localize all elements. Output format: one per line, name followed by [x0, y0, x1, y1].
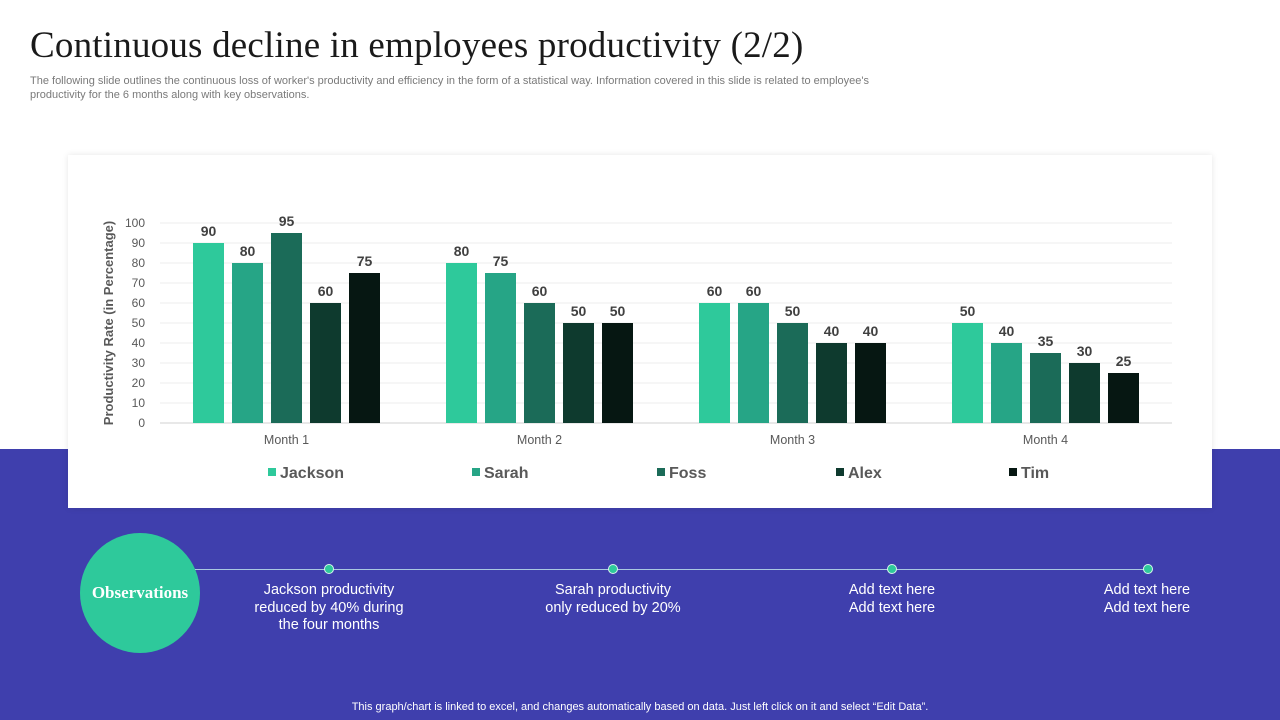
observations-badge: Observations [80, 533, 200, 653]
page-title: Continuous decline in employees producti… [30, 25, 804, 66]
bar [349, 273, 380, 423]
bar-value-label: 50 [960, 303, 976, 319]
x-tick-label: Month 2 [517, 433, 562, 447]
legend-swatch [268, 468, 276, 476]
bar [1069, 363, 1100, 423]
bar [777, 323, 808, 423]
observations-timeline [195, 569, 1150, 570]
bar-value-label: 50 [610, 303, 626, 319]
bar-value-label: 80 [454, 243, 470, 259]
y-tick-label: 60 [132, 296, 146, 310]
bar [738, 303, 769, 423]
legend-label: Alex [848, 465, 882, 482]
productivity-bar-chart[interactable]: 0 10 20 30 40 50 60 70 80 90 100 Productivity Rate … [68, 155, 1212, 508]
observation-text-4: Add text here Add text here [1103, 582, 1191, 616]
observation-text-1: Jackson productivity reduced by 40% duri… [254, 582, 404, 633]
observation-text-2: Sarah productivity only reduced by 20% [545, 582, 681, 616]
y-tick-label: 20 [132, 376, 146, 390]
bar-value-label: 40 [824, 323, 840, 339]
bar-value-label: 80 [240, 243, 256, 259]
bar-value-label: 25 [1116, 353, 1132, 369]
y-axis-title: Productivity Rate (in Percentage) [101, 221, 116, 425]
bar [816, 343, 847, 423]
y-tick-label: 70 [132, 276, 146, 290]
bar-value-label: 60 [532, 283, 548, 299]
x-tick-label: Month 1 [264, 433, 309, 447]
x-tick-label: Month 3 [770, 433, 815, 447]
legend-swatch [657, 468, 665, 476]
y-tick-label: 100 [125, 216, 145, 230]
bar [602, 323, 633, 423]
observation-text-3: Add text here Add text here [848, 582, 936, 616]
bar [310, 303, 341, 423]
bar [952, 323, 983, 423]
y-tick-label: 50 [132, 316, 146, 330]
bar-value-label: 40 [999, 323, 1015, 339]
legend-label: Foss [669, 465, 706, 482]
legend-swatch [1009, 468, 1017, 476]
legend-label: Sarah [484, 465, 528, 482]
legend-swatch [836, 468, 844, 476]
bar-value-label: 95 [279, 213, 295, 229]
bar [485, 273, 516, 423]
bar-value-label: 50 [785, 303, 801, 319]
chart-card[interactable]: 0 10 20 30 40 50 60 70 80 90 100 Productivity Rate … [68, 155, 1212, 508]
bar [563, 323, 594, 423]
bar [193, 243, 224, 423]
bar-value-label: 30 [1077, 343, 1093, 359]
legend-swatch [472, 468, 480, 476]
bar-value-label: 75 [493, 253, 509, 269]
bar-value-label: 60 [318, 283, 334, 299]
bar-value-label: 35 [1038, 333, 1054, 349]
timeline-dot [1143, 564, 1153, 574]
bar-value-label: 50 [571, 303, 587, 319]
legend-label: Jackson [280, 465, 344, 482]
bar-value-label: 40 [863, 323, 879, 339]
x-tick-label: Month 4 [1023, 433, 1068, 447]
bar-value-label: 60 [707, 283, 723, 299]
bar [271, 233, 302, 423]
y-tick-label: 40 [132, 336, 146, 350]
bar [232, 263, 263, 423]
y-tick-label: 0 [138, 416, 145, 430]
y-tick-label: 30 [132, 356, 146, 370]
bar [1030, 353, 1061, 423]
footer-note: This graph/chart is linked to excel, and… [351, 701, 929, 713]
bar-value-label: 75 [357, 253, 373, 269]
timeline-dot [887, 564, 897, 574]
bar [446, 263, 477, 423]
bar [699, 303, 730, 423]
observations-label: Observations [91, 583, 189, 602]
timeline-dot [608, 564, 618, 574]
bar [1108, 373, 1139, 423]
y-tick-label: 80 [132, 256, 146, 270]
page-subtitle: The following slide outlines the continu… [30, 75, 869, 101]
bar-value-label: 90 [201, 223, 217, 239]
bar [524, 303, 555, 423]
legend-label: Tim [1021, 465, 1049, 482]
y-tick-label: 90 [132, 236, 146, 250]
bar [991, 343, 1022, 423]
y-tick-label: 10 [132, 396, 146, 410]
bar [855, 343, 886, 423]
bar-value-label: 60 [746, 283, 762, 299]
timeline-dot [324, 564, 334, 574]
